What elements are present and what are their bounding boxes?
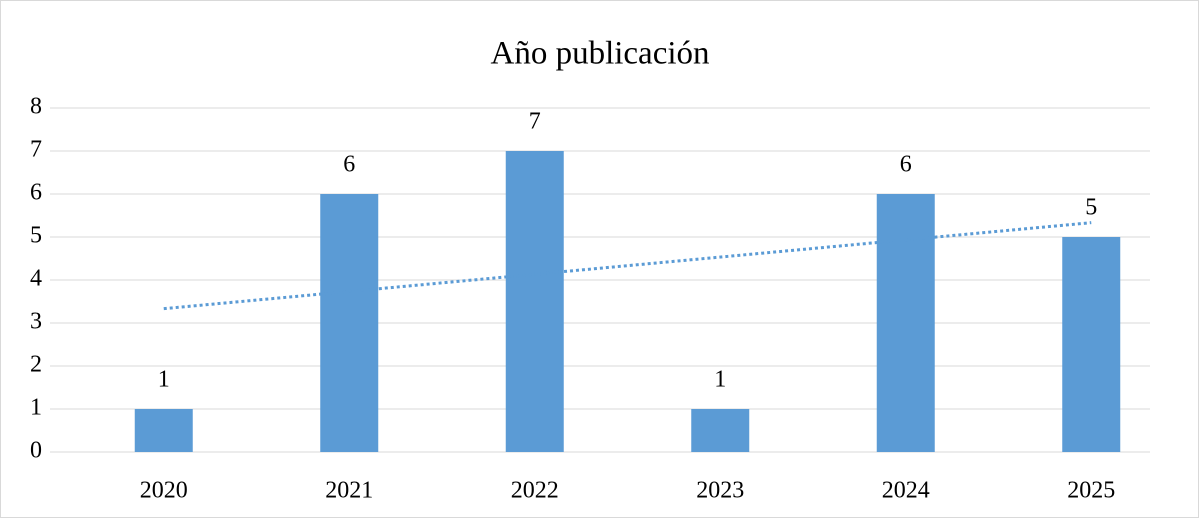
data-label: 6 (900, 152, 912, 178)
x-tick-label: 2023 (696, 478, 744, 504)
y-tick-label: 0 (30, 438, 42, 464)
y-tick-label: 5 (30, 223, 42, 249)
y-tick-label: 6 (30, 180, 42, 206)
x-tick-label: 2025 (1067, 478, 1115, 504)
chart-title: Año publicación (490, 36, 709, 72)
data-label: 6 (343, 152, 355, 178)
x-tick-label: 2024 (882, 478, 930, 504)
y-tick-label: 3 (30, 309, 42, 335)
x-tick-label: 2022 (511, 478, 559, 504)
bar (691, 409, 750, 452)
y-tick-label: 8 (30, 94, 42, 120)
x-tick-label: 2020 (140, 478, 188, 504)
y-tick-label: 7 (30, 137, 42, 163)
data-label: 5 (1085, 195, 1097, 221)
bar (134, 409, 193, 452)
data-label: 1 (714, 367, 726, 393)
y-tick-label: 1 (30, 395, 42, 421)
bar (1062, 237, 1121, 452)
y-tick-label: 4 (30, 266, 42, 292)
y-tick-label: 2 (30, 352, 42, 378)
trendline (163, 221, 1092, 311)
bar (876, 194, 935, 452)
x-tick-label: 2021 (325, 478, 373, 504)
data-label: 1 (158, 367, 170, 393)
bar (505, 151, 564, 452)
data-label: 7 (529, 109, 541, 135)
bar (320, 194, 379, 452)
